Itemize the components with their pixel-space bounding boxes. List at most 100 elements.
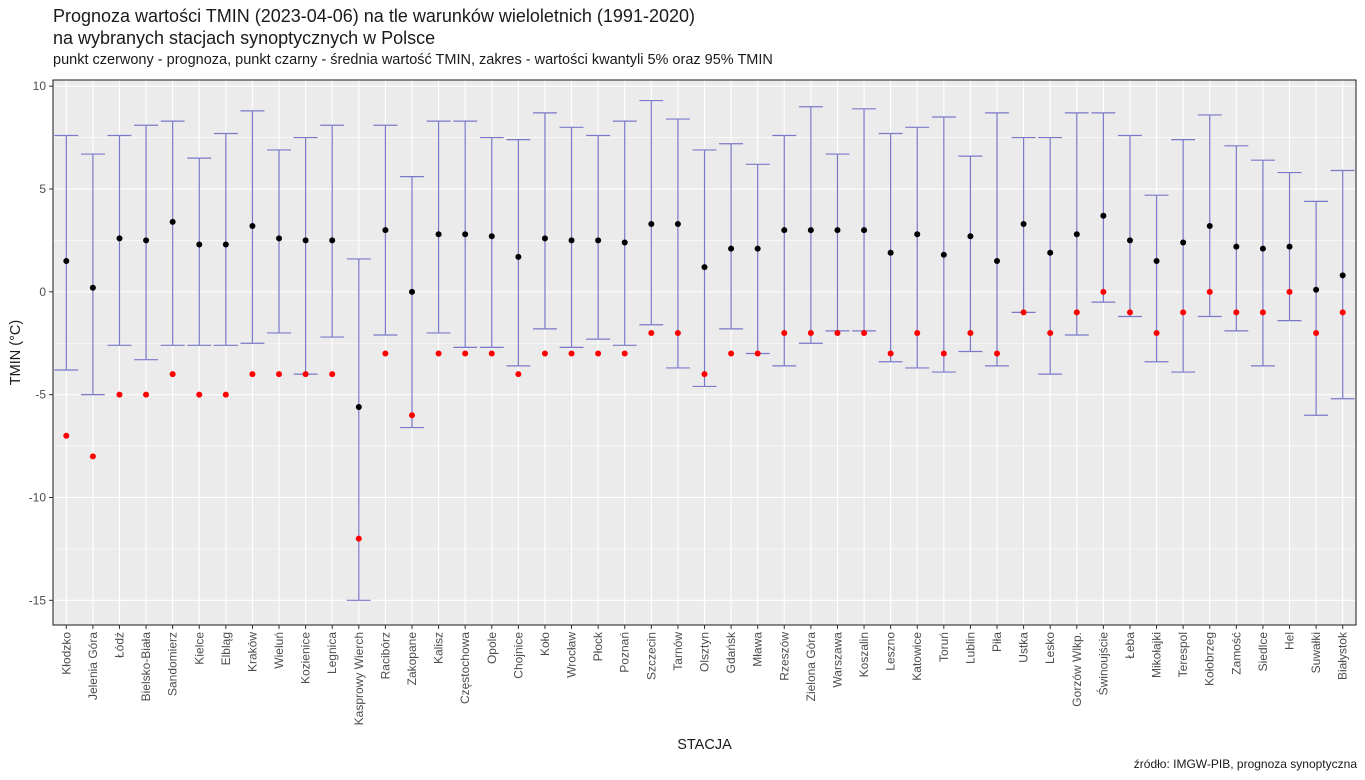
y-tick-label: -10 — [29, 490, 47, 504]
errorbar-22 — [639, 99, 664, 326]
x-tick-label: Hel — [1283, 632, 1297, 650]
forecast-point — [1047, 329, 1054, 336]
mean-point — [1047, 249, 1054, 256]
mean-point — [648, 220, 655, 227]
errorbar-17 — [506, 139, 531, 367]
y-tick-label: 0 — [39, 285, 46, 299]
mean-point — [1073, 231, 1080, 238]
mean-point — [382, 227, 389, 234]
forecast-point — [914, 329, 921, 336]
forecast-point — [754, 350, 761, 357]
x-tick-label: Tarnów — [671, 632, 685, 671]
source-caption: źródło: IMGW-PIB, prognoza synoptyczna — [1133, 757, 1357, 771]
errorbar-4 — [160, 120, 185, 346]
mean-point — [143, 237, 150, 244]
x-tick-label: Białystok — [1336, 631, 1350, 680]
x-tick-label: Elbląg — [219, 632, 233, 665]
x-tick-label: Gorzów Wlkp. — [1070, 632, 1084, 707]
forecast-point — [488, 350, 495, 357]
errorbar-47 — [1304, 200, 1329, 416]
forecast-point — [648, 329, 655, 336]
x-axis-label: STACJA — [677, 737, 732, 753]
mean-point — [728, 245, 735, 252]
x-tick-label: Bielsko-Biała — [139, 632, 153, 702]
x-tick-label: Zakopane — [405, 632, 419, 686]
errorbar-16 — [479, 136, 504, 348]
forecast-point — [408, 412, 415, 419]
mean-point — [914, 231, 921, 238]
errorbar-39 — [1091, 112, 1116, 303]
x-tick-label: Opole — [485, 632, 499, 664]
errorbar-33 — [931, 116, 956, 373]
x-tick-label: Racibórz — [378, 632, 392, 679]
forecast-point — [887, 350, 894, 357]
mean-point — [595, 237, 602, 244]
forecast-point — [834, 329, 841, 336]
mean-point — [1020, 220, 1027, 227]
y-tick-label: -15 — [29, 593, 47, 607]
errorbar-20 — [586, 134, 611, 340]
errorbar-45 — [1250, 159, 1275, 367]
errorbar-13 — [400, 176, 424, 429]
mean-point — [435, 231, 442, 238]
forecast-point — [701, 371, 708, 378]
forecast-point — [1286, 288, 1293, 295]
forecast-point — [169, 371, 176, 378]
forecast-point — [249, 371, 256, 378]
mean-point — [781, 227, 788, 234]
mean-point — [1180, 239, 1187, 246]
mean-point — [1126, 237, 1133, 244]
mean-point — [1313, 286, 1320, 293]
errorbar-21 — [612, 120, 637, 346]
errorbar-10 — [320, 124, 345, 338]
mean-point — [994, 257, 1001, 264]
forecast-point — [940, 350, 947, 357]
forecast-point — [276, 371, 283, 378]
x-tick-label: Lesko — [1043, 632, 1057, 664]
x-tick-label: Olsztyn — [698, 632, 712, 672]
forecast-point — [1259, 309, 1266, 316]
x-tick-label: Leszno — [884, 632, 898, 671]
errorbar-40 — [1118, 134, 1142, 318]
errorbar-23 — [665, 118, 690, 369]
forecast-point — [1206, 288, 1213, 295]
x-tick-label: Toruń — [937, 632, 951, 662]
x-tick-label: Wrocław — [565, 632, 579, 678]
chart-title-line2: na wybranych stacjach synoptycznych w Po… — [53, 28, 436, 48]
x-tick-label: Piła — [990, 632, 1004, 652]
errorbar-18 — [532, 112, 557, 330]
x-tick-label: Zamość — [1229, 632, 1243, 675]
mean-point — [1286, 243, 1293, 250]
mean-point — [196, 241, 203, 248]
mean-point — [1100, 212, 1107, 219]
mean-point — [488, 233, 495, 240]
forecast-point — [222, 391, 229, 398]
mean-point — [116, 235, 123, 242]
x-tick-label: Świnoujście — [1095, 632, 1110, 696]
errorbar-28 — [798, 106, 823, 344]
forecast-point — [1126, 309, 1133, 316]
mean-point — [621, 239, 628, 246]
x-tick-label: Kłodzko — [59, 632, 73, 675]
errorbar-42 — [1171, 139, 1196, 373]
errorbar-43 — [1197, 114, 1222, 318]
mean-point — [754, 245, 761, 252]
forecast-point — [568, 350, 575, 357]
x-tick-label: Koszalin — [857, 632, 871, 677]
forecast-point — [674, 329, 681, 336]
mean-point — [834, 227, 841, 234]
errorbar-25 — [719, 143, 744, 330]
forecast-point — [595, 350, 602, 357]
x-tick-label: Gdańsk — [724, 631, 738, 673]
x-tick-label: Lublin — [963, 632, 977, 664]
mean-point — [701, 264, 708, 271]
forecast-point — [967, 329, 974, 336]
mean-point — [249, 223, 256, 230]
forecast-point — [541, 350, 548, 357]
forecast-point — [1233, 309, 1240, 316]
x-tick-label: Zielona Góra — [804, 632, 818, 702]
mean-point — [568, 237, 575, 244]
errorbar-27 — [772, 134, 797, 367]
mean-point — [807, 227, 814, 234]
